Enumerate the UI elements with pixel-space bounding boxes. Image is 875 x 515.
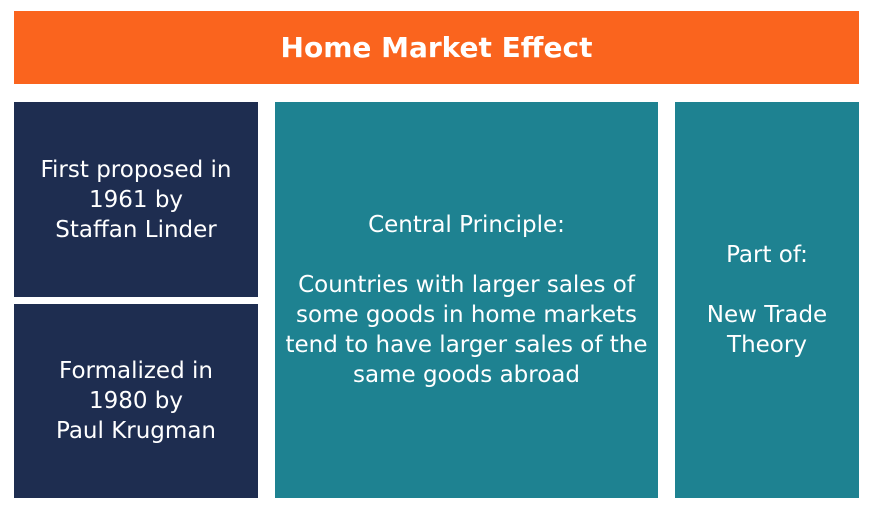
proposed-line: Staffan Linder: [55, 216, 217, 243]
proposed-text: First proposed in 1961 by Staffan Linder: [40, 155, 231, 245]
formalized-line: Formalized in: [59, 358, 213, 384]
proposed-box: First proposed in 1961 by Staffan Linder: [14, 102, 258, 297]
proposed-line: First proposed in: [40, 156, 232, 183]
central-principle-line: Countries with larger sales of: [298, 272, 635, 298]
part-of-box: Part of: New Trade Theory: [675, 102, 859, 498]
central-principle-heading: Central Principle:: [368, 212, 565, 238]
formalized-text: Formalized in 1980 by Paul Krugman: [56, 356, 216, 446]
formalized-box: Formalized in 1980 by Paul Krugman: [14, 304, 258, 498]
formalized-line: 1980 by: [88, 388, 184, 414]
part-of-line: New Trade: [706, 302, 828, 328]
central-principle-box: Central Principle: Countries with larger…: [275, 102, 658, 498]
part-of-text: Part of: New Trade Theory: [707, 240, 827, 360]
title-banner: Home Market Effect: [14, 11, 859, 84]
part-of-line: Theory: [727, 332, 807, 358]
proposed-line: 1961 by: [88, 186, 184, 213]
formalized-line: Paul Krugman: [55, 418, 216, 444]
part-of-heading: Part of:: [726, 242, 808, 268]
diagram-title: Home Market Effect: [280, 31, 593, 64]
central-principle-text: Central Principle: Countries with larger…: [286, 210, 648, 390]
central-principle-line: same goods abroad: [353, 362, 580, 388]
central-principle-line: some goods in home markets: [296, 302, 637, 328]
central-principle-line: tend to have larger sales of the: [285, 332, 648, 358]
